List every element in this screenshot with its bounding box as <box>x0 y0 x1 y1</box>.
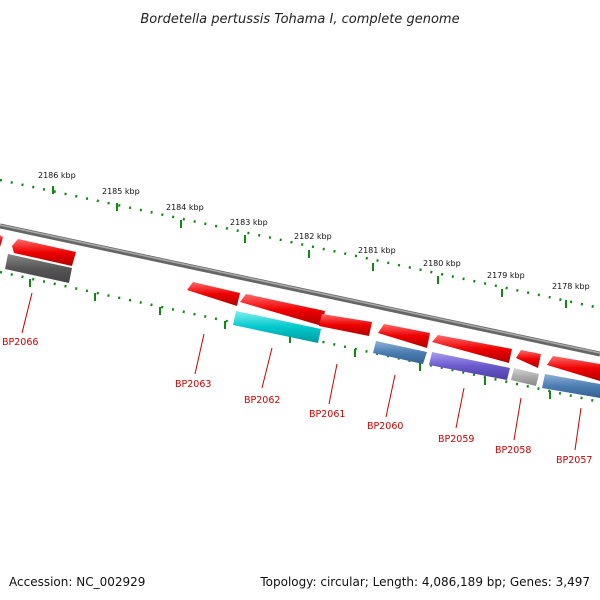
gene-arrow <box>187 282 240 306</box>
feature-bar <box>233 311 321 343</box>
leader-line <box>328 363 338 405</box>
leader-line <box>574 407 582 451</box>
gene-label: BP2057 <box>556 455 592 466</box>
scale-label: 2185 kbp <box>102 187 140 196</box>
label-leaders <box>21 292 582 451</box>
scale-label: 2184 kbp <box>166 203 204 212</box>
feature-bar <box>5 254 72 283</box>
gene-arrow <box>319 314 372 336</box>
gene-label: BP2061 <box>309 409 345 420</box>
genome-summary-text: Topology: circular; Length: 4,086,189 bp… <box>259 575 590 589</box>
scale-label: 2182 kbp <box>294 232 332 241</box>
genome-title: Bordetella pertussis Tohama I, complete … <box>140 12 459 27</box>
gene-arrow <box>432 335 512 363</box>
gene-label: BP2060 <box>367 421 403 432</box>
leader-line <box>385 374 396 418</box>
scale-label: 2178 kbp <box>552 282 590 291</box>
accession-text: Accession: NC_002929 <box>9 575 145 589</box>
outer-scale <box>0 178 600 310</box>
feature-bar <box>542 374 600 398</box>
gene-label: BP2062 <box>244 395 280 406</box>
gene-arrow <box>516 350 541 368</box>
gene-label: BP2066 <box>2 337 38 348</box>
feature-bar <box>511 368 539 386</box>
gene-label: BP2063 <box>175 379 211 390</box>
leader-line <box>194 333 205 375</box>
feature-bar <box>429 352 510 380</box>
scale-labels: 2186 kbp 2185 kbp 2184 kbp 2183 kbp 2182… <box>38 171 590 291</box>
scale-label: 2181 kbp <box>358 246 396 255</box>
scale-label: 2179 kbp <box>487 271 525 280</box>
gene-arrow <box>0 235 3 247</box>
gene-arrow <box>378 324 430 348</box>
gene-labels: BP2066 BP2063 BP2062 BP2061 BP2060 BP205… <box>2 337 592 466</box>
feature-bar <box>373 341 427 364</box>
leader-line <box>513 397 522 441</box>
inner-scale <box>0 270 600 404</box>
genome-backbone <box>0 223 600 357</box>
gene-label: BP2058 <box>495 445 531 456</box>
gene-arrow <box>12 239 76 266</box>
feature-bars <box>5 254 600 398</box>
gene-arrow <box>547 356 600 381</box>
leader-line <box>455 387 465 429</box>
scale-label: 2180 kbp <box>423 259 461 268</box>
leader-line <box>261 347 273 389</box>
forward-strand-genes <box>0 235 600 381</box>
leader-line <box>21 292 33 334</box>
gene-label: BP2059 <box>438 434 474 445</box>
scale-label: 2186 kbp <box>38 171 76 180</box>
scale-label: 2183 kbp <box>230 218 268 227</box>
gene-arrow <box>240 294 325 326</box>
